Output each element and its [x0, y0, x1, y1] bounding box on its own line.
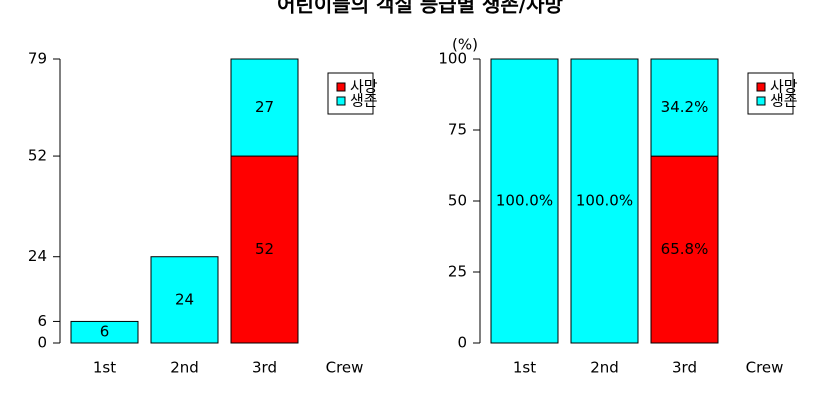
- x-tick-label: 2nd: [170, 359, 199, 377]
- y-tick-label: 52: [28, 147, 47, 165]
- data-label: 100.0%: [576, 192, 633, 210]
- y-tick-label: 0: [37, 334, 47, 352]
- y-tick-label: 75: [448, 121, 467, 139]
- x-tick-label: Crew: [326, 359, 364, 377]
- data-label: 27: [255, 98, 274, 116]
- y-tick-label: 25: [448, 263, 467, 281]
- y-tick-label: 50: [448, 192, 467, 210]
- data-label: 100.0%: [496, 192, 553, 210]
- x-tick-label: 3rd: [672, 359, 697, 377]
- x-tick-label: 3rd: [252, 359, 277, 377]
- legend-swatch: [336, 96, 346, 106]
- legend-label: 사망: [350, 78, 378, 96]
- legend-label: 생존: [350, 92, 378, 110]
- bar-segment: [70, 320, 139, 344]
- data-label: 6: [100, 323, 110, 341]
- bar-segment: [650, 58, 719, 157]
- y-axis-label: (%): [452, 36, 478, 54]
- x-tick-label: 1st: [93, 359, 116, 377]
- legend-swatch: [336, 82, 346, 92]
- legend-label: 생존: [770, 92, 798, 110]
- legend-swatch: [756, 96, 766, 106]
- data-label: 65.8%: [661, 240, 709, 258]
- bar-segment: [490, 58, 559, 344]
- legend-swatch: [756, 82, 766, 92]
- bar-segment: [230, 155, 299, 344]
- bar-segment: [230, 58, 299, 157]
- x-tick-label: 1st: [513, 359, 536, 377]
- y-tick-label: 0: [457, 334, 467, 352]
- data-label: 34.2%: [661, 98, 709, 116]
- data-label: 52: [255, 240, 274, 258]
- x-tick-label: 2nd: [590, 359, 619, 377]
- y-tick-label: 24: [28, 247, 47, 265]
- bar-segment: [150, 256, 219, 344]
- bar-segment: [570, 58, 639, 344]
- chart-title: 어린이들의 객실 등급별 생존/사망: [277, 0, 563, 17]
- x-tick-label: Crew: [746, 359, 784, 377]
- y-tick-label: 100: [438, 50, 467, 68]
- y-tick-label: 6: [37, 312, 47, 330]
- legend-box: [747, 72, 794, 115]
- data-label: 24: [175, 290, 194, 308]
- y-tick-label: 79: [28, 50, 47, 68]
- legend-label: 사망: [770, 78, 798, 96]
- legend-box: [327, 72, 374, 115]
- bar-segment: [650, 155, 719, 344]
